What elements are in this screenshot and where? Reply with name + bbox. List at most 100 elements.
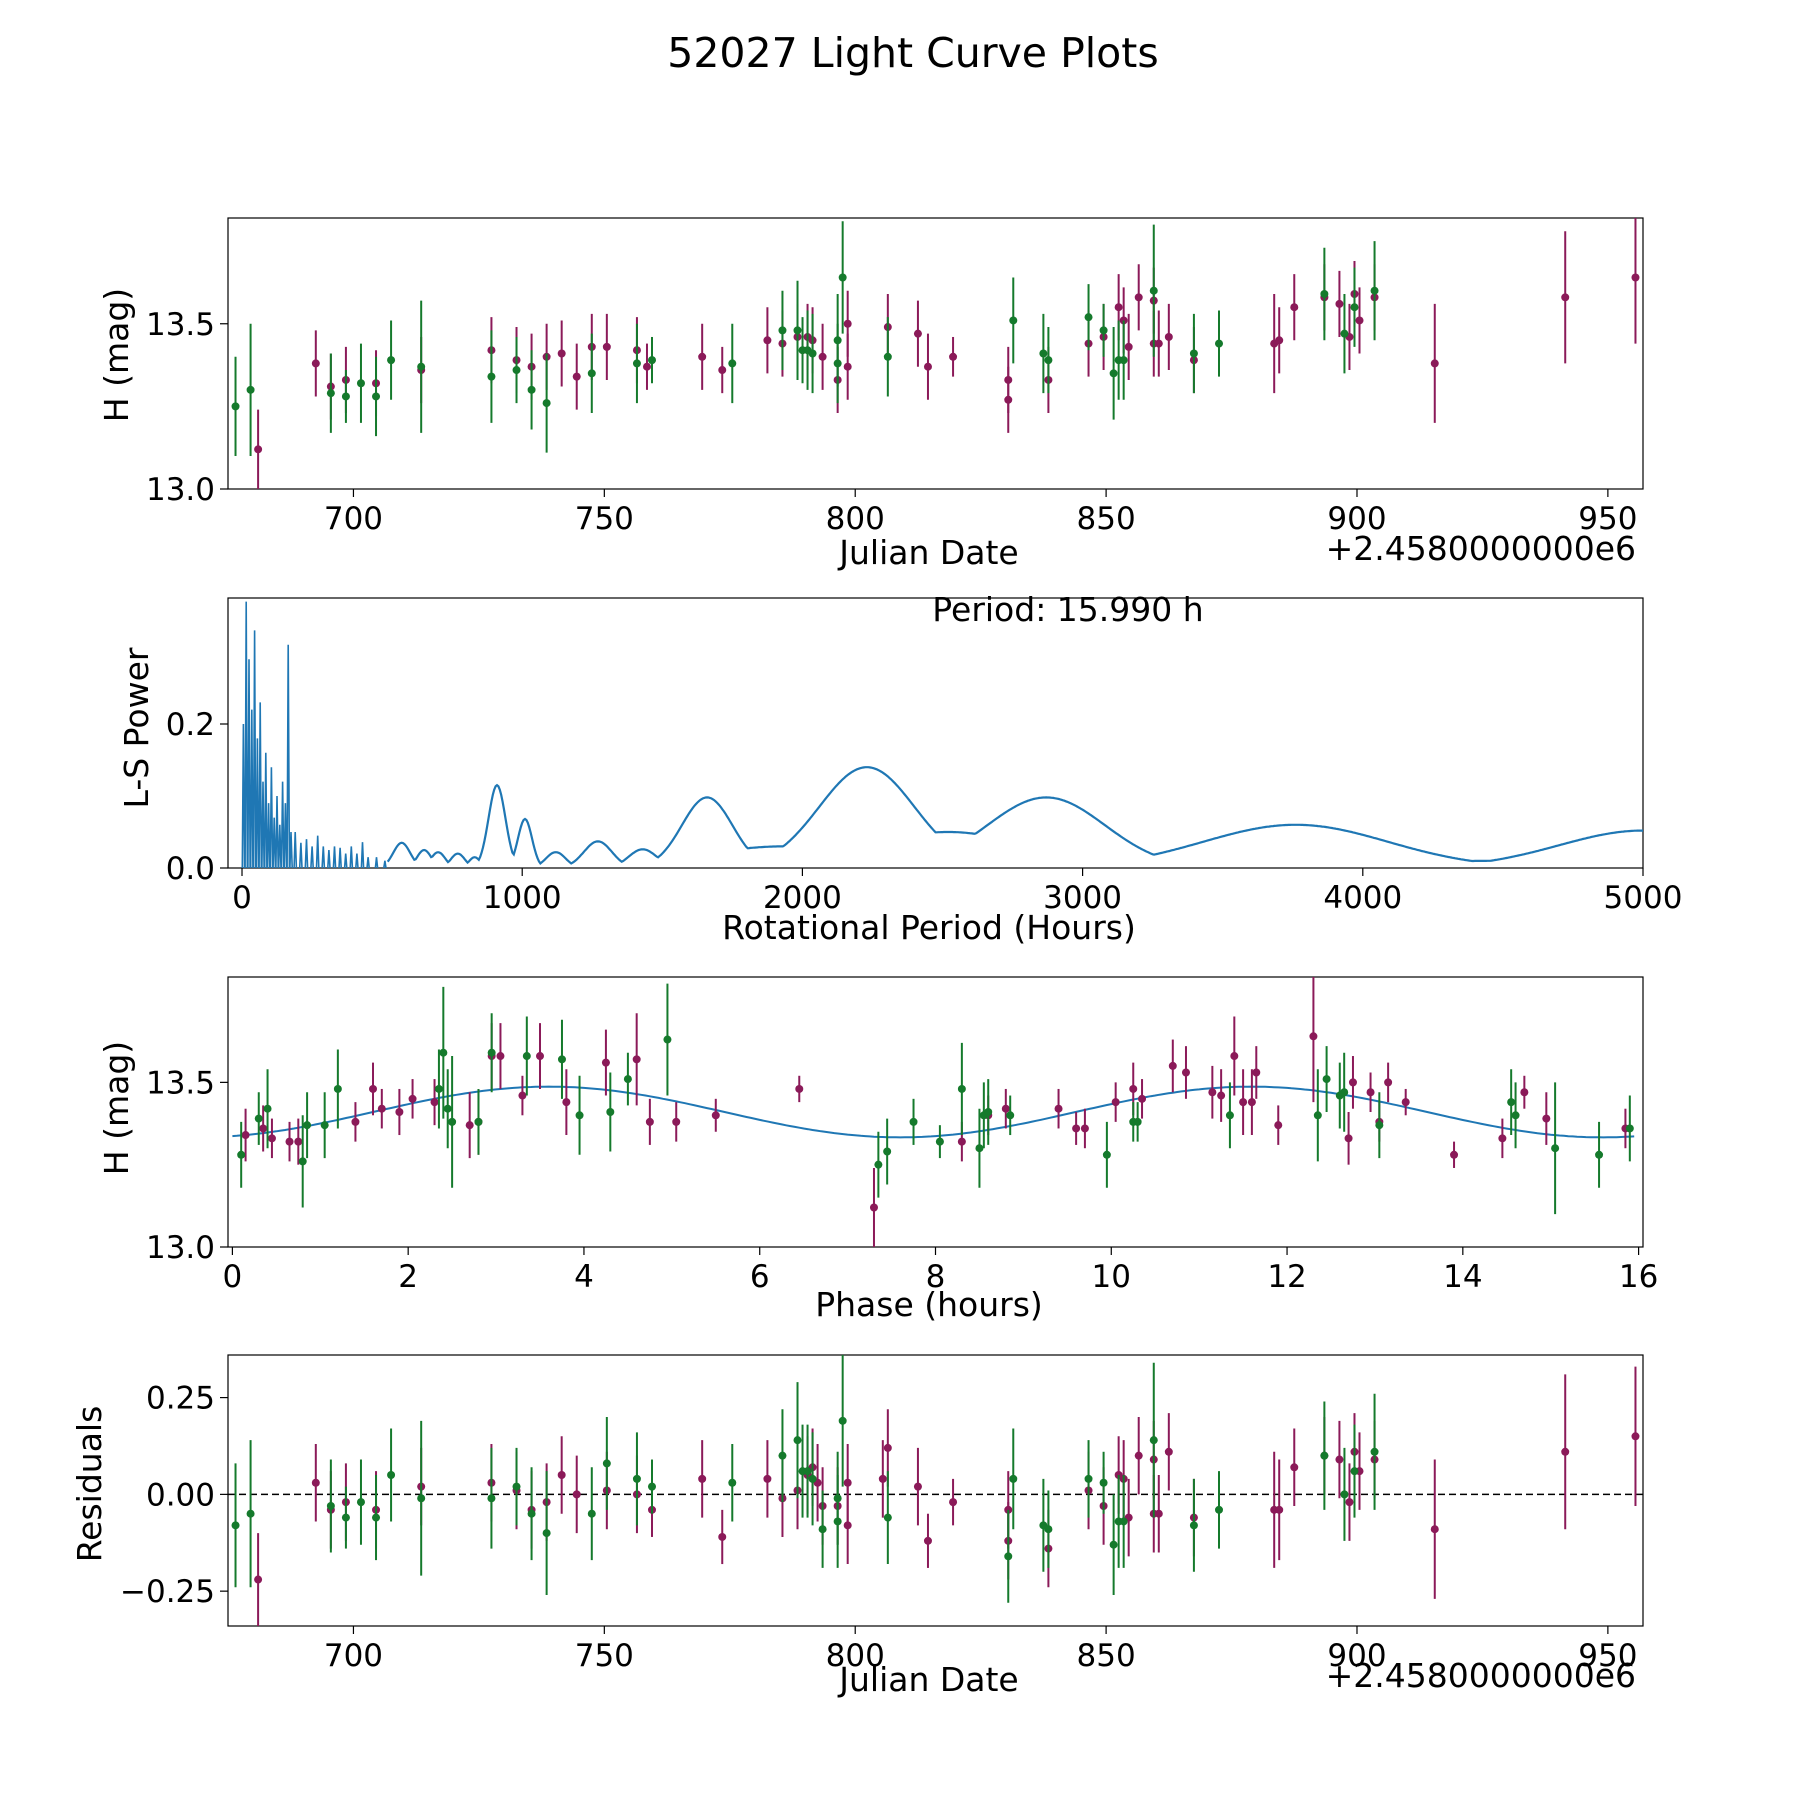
phased-series	[241, 977, 1630, 1247]
lightcurve-data-point	[1039, 313, 1048, 394]
phased-data-point	[487, 1013, 496, 1093]
phased-data-point	[303, 1092, 312, 1159]
phased-marker	[1520, 1088, 1529, 1097]
lightcurve-data-point	[698, 323, 707, 390]
lightcurve-data-point	[838, 221, 847, 334]
lightcurve-xtick-label: 900	[1327, 501, 1386, 537]
lightcurve-marker	[356, 379, 365, 388]
residuals-marker	[254, 1575, 263, 1584]
periodogram-ytick-label: 0.0	[166, 851, 215, 887]
lightcurve-panel: Julian Date H (mag) +2.4580000000e6 700 7…	[97, 217, 1644, 572]
phased-data-point	[1168, 1039, 1177, 1093]
phased-data-point	[333, 1049, 342, 1129]
residuals-xtick-label: 950	[1578, 1638, 1637, 1674]
lightcurve-marker	[1149, 286, 1158, 295]
residuals-data-point	[632, 1432, 641, 1526]
phased-marker	[957, 1137, 966, 1146]
phased-data-point	[975, 1108, 984, 1188]
lightcurve-marker	[843, 362, 852, 371]
lightcurve-marker	[246, 385, 255, 394]
lightcurve-marker	[387, 356, 396, 365]
residuals-panel: Julian Date Residuals +2.4580000000e6 70…	[70, 1354, 1644, 1699]
residuals-data-point	[793, 1382, 802, 1499]
residuals-marker	[1335, 1455, 1344, 1464]
lightcurve-data-point	[793, 280, 802, 380]
lightcurve-marker	[326, 389, 335, 398]
residuals-data-point	[1009, 1428, 1018, 1530]
phased-xlabel: Phase (hours)	[815, 1285, 1043, 1324]
residuals-data-point	[587, 1467, 596, 1561]
phased-xtick-label: 8	[926, 1259, 946, 1295]
residuals-marker	[698, 1474, 707, 1483]
residuals-data-point	[1350, 1424, 1359, 1518]
phased-data-point	[1401, 1088, 1410, 1116]
phased-marker	[303, 1121, 312, 1130]
residuals-data-point	[923, 1513, 932, 1568]
phased-data-point	[632, 1013, 641, 1106]
phased-data-point	[351, 1102, 360, 1142]
residuals-data-point	[838, 1355, 847, 1487]
residuals-data-point	[843, 1486, 852, 1565]
lightcurve-data-point	[311, 330, 320, 397]
residuals-marker	[1119, 1517, 1128, 1526]
phased-marker	[1507, 1098, 1516, 1107]
phased-data-point	[294, 1118, 303, 1165]
lightcurve-data-point	[487, 330, 496, 423]
lightcurve-data-point	[326, 353, 335, 433]
lightcurve-data-point	[949, 336, 958, 377]
residuals-data-point	[372, 1475, 381, 1561]
phased-marker	[601, 1058, 610, 1067]
residuals-data-point	[1134, 1416, 1143, 1495]
residuals-ylabel: Residuals	[70, 1406, 109, 1563]
lightcurve-marker	[1114, 303, 1123, 312]
residuals-data-point	[417, 1420, 426, 1576]
phased-ylabel: H (mag)	[97, 1041, 136, 1175]
phased-data-point	[522, 1016, 531, 1096]
residuals-data-point	[718, 1509, 727, 1565]
residuals-marker	[1164, 1447, 1173, 1456]
phased-data-point	[1230, 1016, 1239, 1096]
phased-data-point	[1348, 1056, 1357, 1109]
phased-data-point	[1138, 1079, 1147, 1119]
residuals-data-point	[1084, 1440, 1093, 1518]
lightcurve-marker	[557, 349, 566, 358]
residuals-marker	[1084, 1474, 1093, 1483]
periodogram-line	[386, 766, 1643, 865]
lightcurve-marker	[728, 359, 737, 368]
phased-marker	[1401, 1098, 1410, 1107]
residuals-marker	[1631, 1432, 1640, 1441]
phased-data-point	[1551, 1082, 1560, 1215]
residuals-marker	[542, 1529, 551, 1538]
phased-marker	[672, 1117, 681, 1126]
lightcurve-marker	[642, 362, 651, 371]
residuals-series	[231, 1355, 1379, 1603]
lightcurve-xtick-label: 700	[324, 501, 383, 537]
lightcurve-marker	[647, 356, 656, 365]
lightcurve-marker	[1370, 286, 1379, 295]
residuals-data-point	[647, 1459, 656, 1514]
phased-ytick-label: 13.5	[146, 1065, 215, 1101]
lightcurve-data-point	[1004, 346, 1013, 413]
residuals-data-point	[527, 1467, 536, 1561]
residuals-data-point	[341, 1486, 350, 1549]
lightcurve-data-point	[1109, 327, 1118, 420]
phased-data-point	[474, 1088, 483, 1155]
lightcurve-marker	[1275, 336, 1284, 345]
residuals-data-point	[818, 1490, 827, 1568]
residuals-data-point	[1039, 1478, 1048, 1572]
phased-marker	[795, 1084, 804, 1093]
phased-marker	[909, 1117, 918, 1126]
residuals-marker	[326, 1501, 335, 1510]
phased-data-point	[909, 1098, 918, 1145]
phased-marker	[1111, 1098, 1120, 1107]
phased-data-point	[377, 1088, 386, 1129]
phased-marker	[606, 1108, 615, 1116]
phased-data-point	[874, 1131, 883, 1198]
phased-marker	[254, 1114, 263, 1123]
phased-marker	[487, 1048, 496, 1057]
residuals-marker	[1009, 1474, 1018, 1483]
phased-data-point	[1208, 1065, 1217, 1119]
periodogram-xtick-label: 3000	[1043, 880, 1122, 916]
lightcurve-x-offset: +2.4580000000e6	[1326, 529, 1636, 568]
